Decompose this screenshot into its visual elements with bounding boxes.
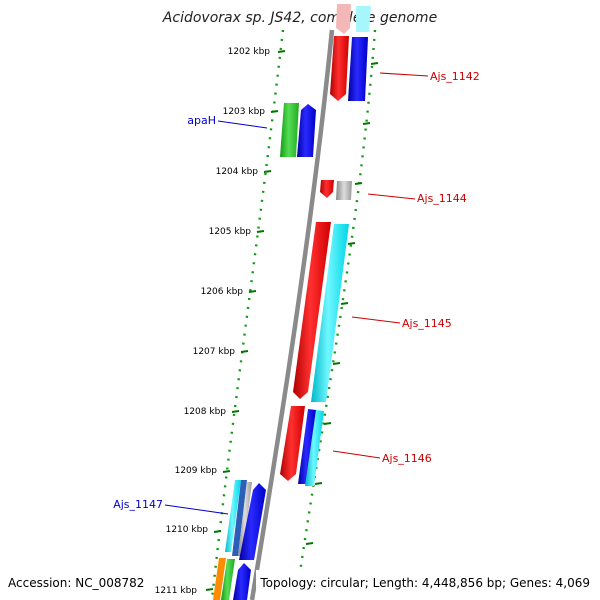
gene-cluster-apah[interactable] xyxy=(280,103,316,157)
gene-labels: Ajs_1142 apaH Ajs_1144 Ajs_1145 Ajs_1146… xyxy=(113,70,480,511)
ruler-tick xyxy=(340,302,349,305)
gene-blue[interactable] xyxy=(298,409,316,484)
gene-blue[interactable] xyxy=(348,37,368,101)
leader-ajs1147 xyxy=(164,504,229,515)
ruler-label: 1210 kbp xyxy=(166,525,209,535)
ruler-label: 1202 kbp xyxy=(228,47,271,57)
gene-red[interactable] xyxy=(330,36,349,101)
ruler-tick xyxy=(362,122,371,125)
footer-background-right xyxy=(256,570,600,596)
gene-label-ajs1147[interactable]: Ajs_1147 xyxy=(113,498,163,511)
ruler-tick xyxy=(277,50,286,53)
gene-cluster-1147[interactable] xyxy=(225,480,266,560)
leader-ajs1142 xyxy=(379,72,429,77)
ruler-tick xyxy=(222,470,231,473)
ruler-tick xyxy=(270,110,279,113)
ruler-tick xyxy=(205,588,214,591)
accession-text: Accession: NC_008782 xyxy=(8,576,144,590)
gene-label-leaders xyxy=(164,72,429,515)
map-title: Acidovorax sp. JS42, complete genome xyxy=(162,10,437,26)
ruler-tick xyxy=(231,410,240,413)
outer-track-dots-right xyxy=(294,29,377,600)
gene-orange[interactable] xyxy=(213,558,226,600)
ruler-tick xyxy=(256,230,265,233)
ruler-label: 1209 kbp xyxy=(175,466,218,476)
ruler-label: 1211 kbp xyxy=(155,586,198,596)
gene-blue[interactable] xyxy=(239,483,266,560)
gene-green[interactable] xyxy=(221,559,235,600)
ruler-ticks xyxy=(205,50,379,591)
gene-label-apah[interactable]: apaH xyxy=(187,114,216,127)
ruler-label: 1203 kbp xyxy=(223,107,266,117)
gene-red[interactable] xyxy=(280,406,305,481)
gene-red[interactable] xyxy=(320,180,334,198)
ruler-tick xyxy=(332,362,341,365)
leader-ajs1146 xyxy=(332,450,381,459)
gene-cluster-bottom[interactable] xyxy=(213,558,251,600)
gene-cluster-1145[interactable] xyxy=(293,222,349,402)
ruler-label: 1204 kbp xyxy=(216,167,259,177)
ruler-tick xyxy=(263,170,272,173)
gene-cyan[interactable] xyxy=(305,410,324,486)
gene-cyan[interactable] xyxy=(311,224,349,402)
gene-blue[interactable] xyxy=(233,563,251,600)
outer-track-dots-left xyxy=(210,29,285,600)
ruler-label: 1206 kbp xyxy=(201,287,244,297)
ruler-tick xyxy=(240,350,249,353)
gene-gray[interactable] xyxy=(336,181,352,200)
leader-apah xyxy=(217,120,268,129)
gene-label-ajs1144[interactable]: Ajs_1144 xyxy=(417,192,467,205)
gene-blue[interactable] xyxy=(232,480,247,556)
ruler-tick xyxy=(354,182,363,185)
genome-backbone xyxy=(249,29,335,600)
gene-cluster-top[interactable] xyxy=(330,4,371,101)
ruler-tick xyxy=(314,482,323,485)
gene-label-ajs1146[interactable]: Ajs_1146 xyxy=(382,452,432,465)
gene-pink[interactable] xyxy=(336,4,351,34)
gene-red[interactable] xyxy=(293,222,331,399)
ruler-tick xyxy=(213,530,222,533)
gene-cyan[interactable] xyxy=(225,480,241,552)
ruler-label: 1208 kbp xyxy=(184,407,227,417)
ruler-labels: 1202 kbp 1203 kbp 1204 kbp 1205 kbp 1206… xyxy=(155,47,271,596)
footer-background-left xyxy=(0,570,150,596)
leader-ajs1145 xyxy=(351,316,401,324)
ruler-label: 1207 kbp xyxy=(193,347,236,357)
gene-label-ajs1145[interactable]: Ajs_1145 xyxy=(402,317,452,330)
topology-text: Topology: circular; Length: 4,448,856 bp… xyxy=(259,576,590,590)
ruler-tick xyxy=(248,290,257,293)
gene-cluster-1144[interactable] xyxy=(320,180,352,200)
ruler-label: 1205 kbp xyxy=(209,227,252,237)
gene-light-cyan[interactable] xyxy=(356,6,371,32)
ruler-tick xyxy=(323,422,332,425)
gene-green[interactable] xyxy=(280,103,299,157)
leader-ajs1144 xyxy=(367,193,416,200)
gene-blue[interactable] xyxy=(297,104,316,157)
gene-gray[interactable] xyxy=(238,482,252,556)
gene-label-ajs1142[interactable]: Ajs_1142 xyxy=(430,70,480,83)
track-outlines xyxy=(210,29,377,600)
ruler-tick xyxy=(347,242,356,245)
ruler-tick xyxy=(305,542,314,545)
gene-cluster-1146[interactable] xyxy=(280,406,324,486)
ruler-tick xyxy=(370,62,379,65)
